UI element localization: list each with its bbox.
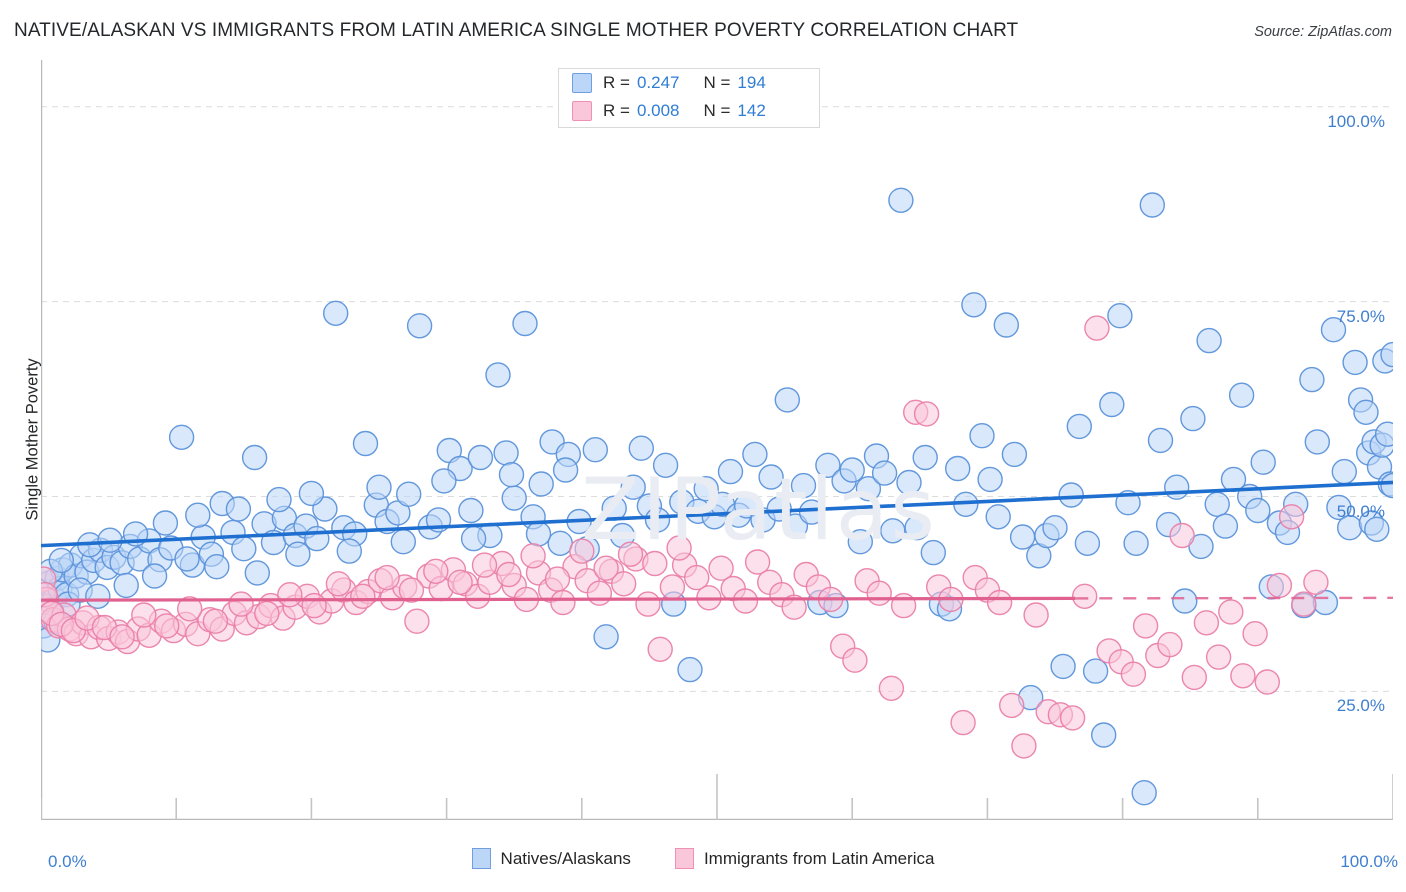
r-value-natives: 0.247 [636,73,680,92]
r-label-natives: R = [603,73,630,92]
correlation-stats-box: R = 0.247 N = 194 R = 0.008 N = 142 [558,68,820,128]
scatter-canvas [41,60,1393,820]
x-axis-max-label: 100.0% [1340,852,1398,871]
n-label-immigrants: N = [703,101,731,120]
legend-swatch-icon-natives [471,848,491,869]
y-axis-title: Single Mother Poverty [23,358,42,521]
legend-swatch-icon-immigrants [674,848,694,869]
r-value-immigrants: 0.008 [636,101,680,120]
series-points-immigrants [41,315,1329,759]
y-axis-tick-label: 100.0% [1327,111,1385,131]
series-swatch-icon-immigrants [572,101,592,121]
x-axis-min-label: 0.0% [48,852,87,871]
y-axis-tick-label: 25.0% [1336,696,1385,716]
legend-label-natives: Natives/Alaskans [500,848,631,868]
stats-row-immigrants: R = 0.008 N = 142 [559,97,819,125]
trendline-immigrants [41,596,1076,602]
legend-label-immigrants: Immigrants from Latin America [703,848,935,868]
n-value-natives: 194 [737,73,766,92]
legend-item-immigrants[interactable]: Immigrants from Latin America [674,848,935,869]
trendline-natives [41,480,1393,548]
series-swatch-icon-natives [572,73,592,93]
r-label-immigrants: R = [603,101,630,120]
series-legend: Natives/Alaskans Immigrants from Latin A… [0,848,1406,869]
plot-area: ZIPatlas [41,60,1393,820]
n-label-natives: N = [703,73,731,92]
n-value-immigrants: 142 [737,101,766,120]
stats-row-natives: R = 0.247 N = 194 [559,69,819,97]
y-axis-tick-label: 75.0% [1336,306,1385,326]
source-attribution: Source: ZipAtlas.com [1254,24,1392,40]
page-title: NATIVE/ALASKAN VS IMMIGRANTS FROM LATIN … [14,20,1019,41]
legend-item-natives[interactable]: Natives/Alaskans [471,848,631,869]
trendline-immigrants-dashed [1075,596,1393,600]
y-axis-tick-label: 50.0% [1336,501,1385,521]
